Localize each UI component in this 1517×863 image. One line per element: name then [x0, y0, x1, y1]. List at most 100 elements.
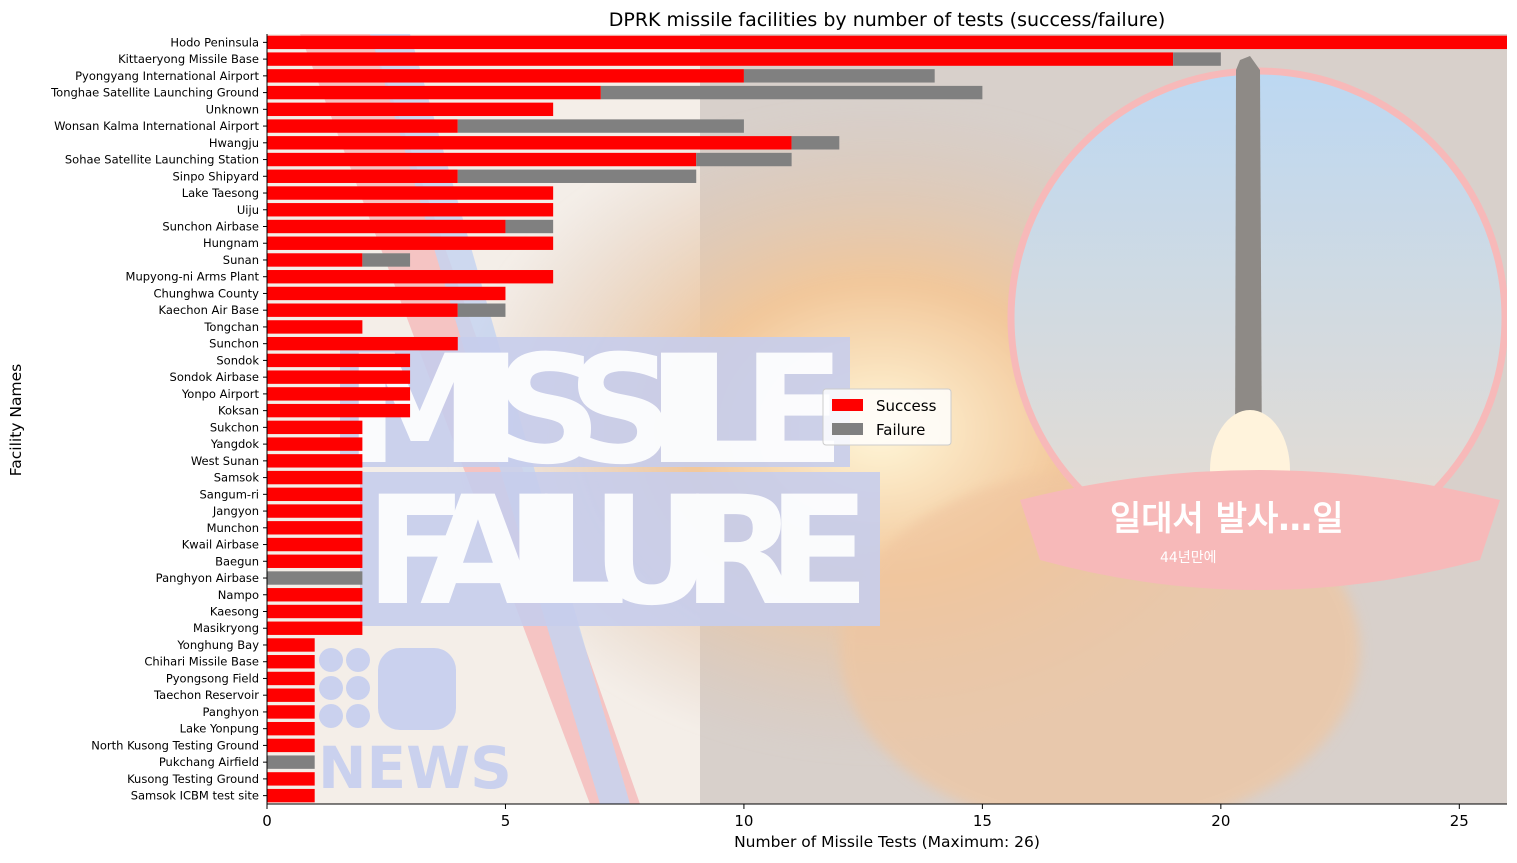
bar-success-4 — [267, 102, 554, 117]
y-tick-label: Samsok — [214, 471, 260, 485]
chart-title: DPRK missile facilities by number of tes… — [609, 9, 1166, 31]
y-tick-label: Pyongyang International Airport — [75, 69, 259, 83]
y-tick-label: Baegun — [215, 554, 259, 568]
bar-success-5 — [267, 119, 458, 133]
bar-success-3 — [267, 85, 601, 100]
bar-failure-1 — [1173, 52, 1221, 66]
bars-layer — [267, 35, 1507, 803]
bar-failure-6 — [791, 136, 840, 150]
y-tick-label: Mupyong-ni Arms Plant — [126, 270, 260, 284]
bar-success-36 — [267, 638, 315, 652]
bar-failure-2 — [743, 69, 935, 83]
y-tick-label: Tongchan — [203, 320, 259, 334]
legend-label-failure: Failure — [876, 421, 925, 439]
bar-success-13 — [267, 253, 363, 267]
background-image: MISSILE FAILURE NEWS 일대서 발사…일 44년만에 — [267, 34, 1507, 804]
y-tick-label: Sohae Satellite Launching Station — [65, 153, 259, 167]
y-tick-label: Sondok Airbase — [170, 370, 259, 384]
y-tick-label: West Sunan — [191, 454, 259, 468]
x-tick-label: 25 — [1450, 812, 1469, 830]
bar-success-23 — [267, 420, 363, 435]
bar-success-34 — [267, 604, 363, 619]
y-tick-label: Yangdok — [210, 437, 259, 451]
y-tick-label: Munchon — [207, 521, 259, 535]
y-tick-label: Wonsan Kalma International Airport — [54, 119, 259, 133]
y-tick-label: Sukchon — [210, 420, 259, 434]
bar-success-40 — [267, 705, 315, 719]
y-tick-label: Nampo — [218, 588, 259, 602]
bar-success-42 — [267, 738, 315, 753]
bar-failure-11 — [505, 219, 554, 234]
bar-success-27 — [267, 487, 363, 502]
y-tick-label: Sunan — [223, 253, 259, 267]
y-tick-label: North Kusong Testing Ground — [91, 738, 259, 752]
bar-success-7 — [267, 152, 697, 167]
x-axis-label: Number of Missile Tests (Maximum: 26) — [734, 833, 1040, 851]
y-tick-label: Yonpo Airport — [181, 387, 260, 401]
bar-success-6 — [267, 136, 792, 150]
background-failure-text: FAILURE — [365, 465, 870, 639]
bar-success-35 — [267, 621, 363, 635]
y-tick-label: Taechon Reservoir — [153, 688, 259, 702]
y-tick-label: Hungnam — [203, 236, 259, 250]
bar-success-24 — [267, 437, 363, 451]
y-tick-label: Yonghung Bay — [176, 638, 259, 652]
y-tick-label: Unknown — [206, 102, 259, 116]
news-logo: NEWS — [318, 648, 512, 802]
bar-failure-7 — [696, 152, 792, 167]
y-axis-label: Facility Names — [7, 364, 25, 476]
bar-success-0 — [267, 35, 1507, 50]
y-tick-label: Kusong Testing Ground — [127, 772, 259, 786]
bar-success-10 — [267, 203, 554, 217]
y-tick-label: Lake Taesong — [182, 186, 259, 200]
legend: Success Failure — [822, 388, 952, 446]
bar-success-20 — [267, 370, 411, 384]
bar-success-19 — [267, 353, 411, 368]
launch-photo-subcaption: 44년만에 — [1160, 550, 1216, 566]
bar-success-26 — [267, 470, 363, 485]
bar-failure-43 — [267, 755, 315, 769]
x-tick-label: 5 — [501, 812, 511, 830]
bar-success-9 — [267, 186, 554, 200]
x-tick-label: 0 — [262, 812, 272, 830]
bar-failure-32 — [267, 571, 363, 585]
y-tick-label: Panghyon Airbase — [156, 571, 259, 585]
bar-failure-5 — [457, 119, 744, 133]
legend-swatch-failure — [832, 423, 863, 435]
y-tick-label: Jangyon — [212, 504, 259, 518]
y-tick-label: Lake Yonpung — [180, 722, 259, 736]
y-tick-label: Kaechon Air Base — [158, 303, 259, 317]
y-tick-label: Samsok ICBM test site — [131, 789, 259, 803]
bar-success-25 — [267, 454, 363, 468]
bar-failure-16 — [457, 303, 506, 317]
y-tick-label: Pukchang Airfield — [159, 755, 259, 769]
axes-layer: Hodo Peninsula Kittaeryong Missile Base Py… — [50, 34, 1507, 830]
legend-label-success: Success — [876, 397, 937, 415]
legend-swatch-success — [832, 399, 863, 411]
bar-success-45 — [267, 788, 315, 803]
y-tick-label: Hwangju — [209, 136, 259, 150]
bar-success-41 — [267, 721, 315, 736]
bar-success-33 — [267, 588, 363, 602]
y-tick-label: Hodo Peninsula — [170, 35, 259, 49]
bar-success-28 — [267, 504, 363, 518]
bar-success-11 — [267, 219, 506, 234]
y-tick-label: Panghyon — [203, 705, 259, 719]
x-tick-label: 10 — [734, 812, 753, 830]
bar-success-12 — [267, 236, 554, 250]
bar-failure-13 — [362, 253, 411, 267]
bar-success-15 — [267, 286, 506, 301]
y-tick-label: Chihari Missile Base — [144, 655, 259, 669]
y-tick-label: Koksan — [218, 404, 259, 418]
bar-success-39 — [267, 688, 315, 702]
bar-success-44 — [267, 772, 315, 786]
bar-success-16 — [267, 303, 458, 317]
launch-photo-caption: 일대서 발사…일 — [1110, 499, 1344, 539]
bar-failure-3 — [600, 85, 983, 100]
y-tick-label: Masikryong — [193, 621, 259, 635]
bar-success-38 — [267, 671, 315, 686]
y-tick-label: Sinpo Shipyard — [172, 169, 259, 183]
bar-success-29 — [267, 521, 363, 535]
